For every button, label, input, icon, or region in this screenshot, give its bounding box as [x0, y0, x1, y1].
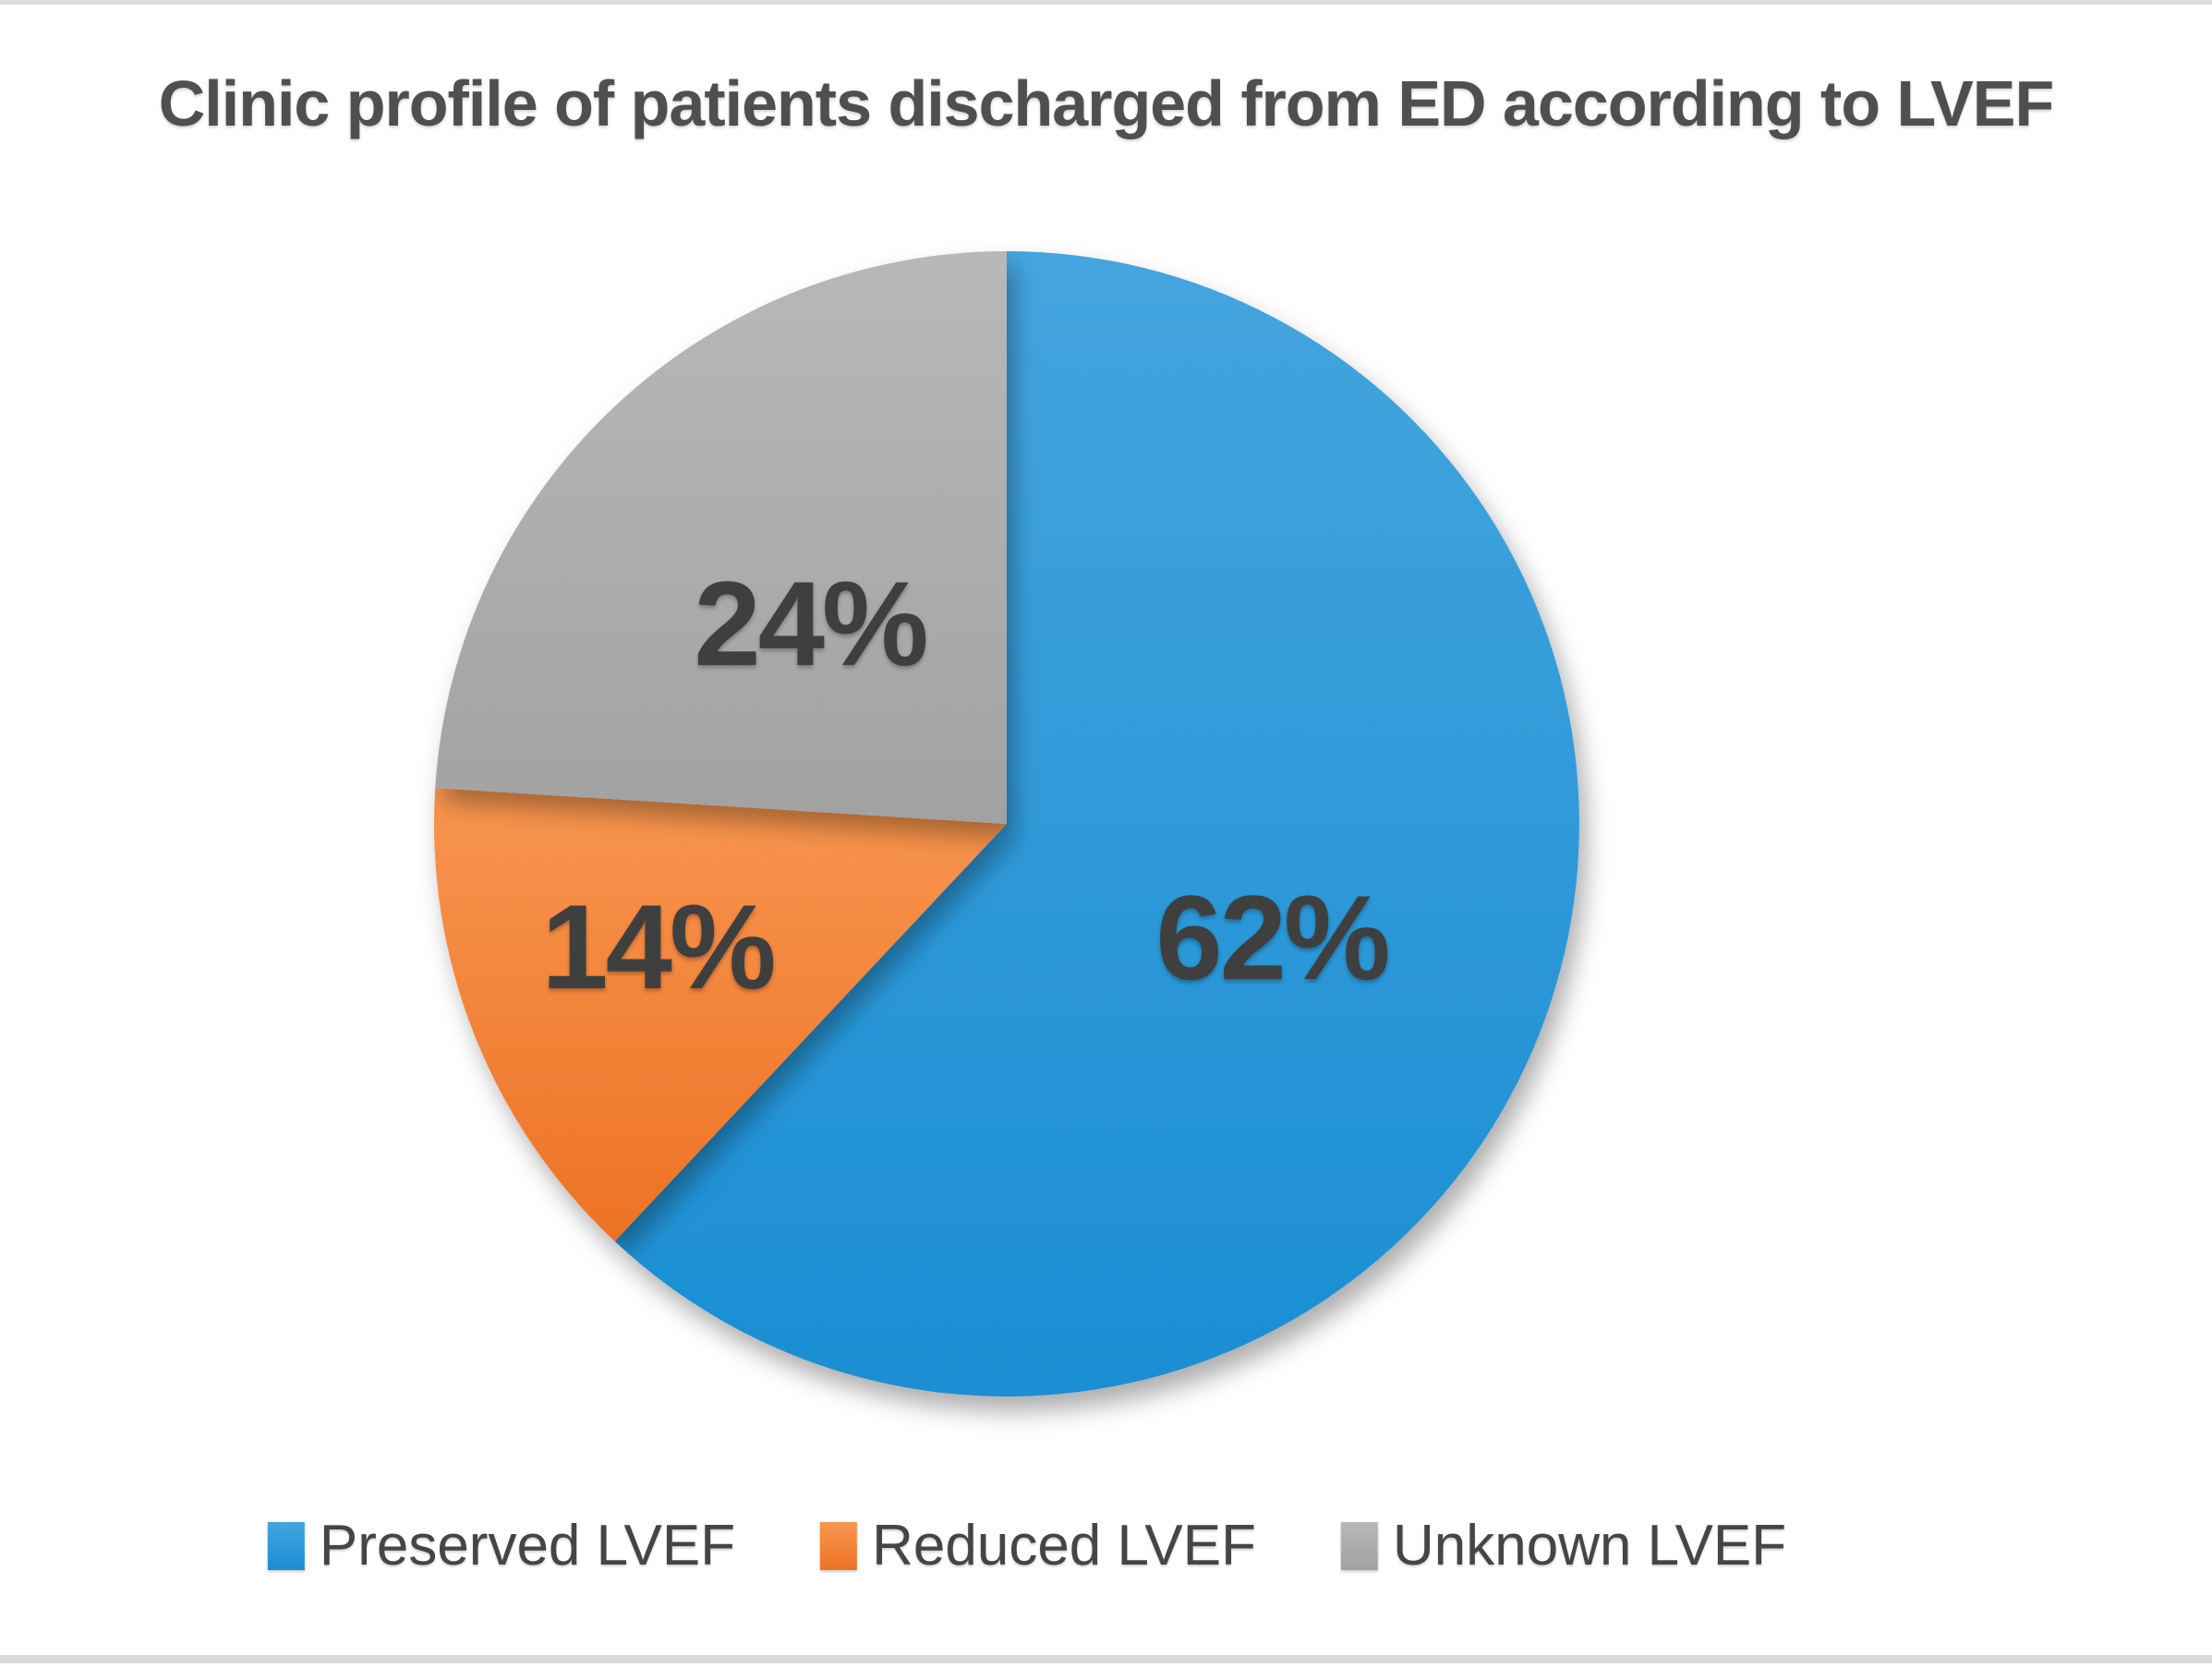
legend-marker-reduced-lvef: [820, 1521, 858, 1570]
bottom-divider: [0, 1655, 2212, 1663]
chart-title: Clinic profile of patients discharged fr…: [158, 67, 2055, 139]
legend-label: Unknown LVEF: [1392, 1514, 1787, 1577]
pie-svg: [433, 251, 1579, 1396]
pie-slice-unknown-lvef: [435, 251, 1007, 824]
pie-slice-reduced-lvef: [433, 788, 1007, 1241]
legend-item-preserved-lvef: Preserved LVEF: [267, 1513, 736, 1578]
pie-slice-preserved-lvef: [614, 251, 1579, 1396]
legend-marker-preserved-lvef: [267, 1521, 305, 1570]
pie-chart: [360, 177, 1653, 1470]
slice-label-unknown-lvef: 24%: [694, 556, 928, 691]
legend-item-reduced-lvef: Reduced LVEF: [820, 1513, 1256, 1578]
legend-marker-unknown-lvef: [1340, 1521, 1378, 1570]
legend-item-unknown-lvef: Unknown LVEF: [1340, 1513, 1787, 1578]
slice-label-preserved-lvef: 62%: [1155, 870, 1390, 1005]
legend-label: Preserved LVEF: [319, 1514, 736, 1577]
slice-label-reduced-lvef: 14%: [541, 879, 776, 1014]
top-divider: [0, 0, 2212, 5]
legend: Preserved LVEF Reduced LVEF Unknown LVEF: [267, 1513, 1787, 1578]
legend-label: Reduced LVEF: [872, 1514, 1256, 1577]
